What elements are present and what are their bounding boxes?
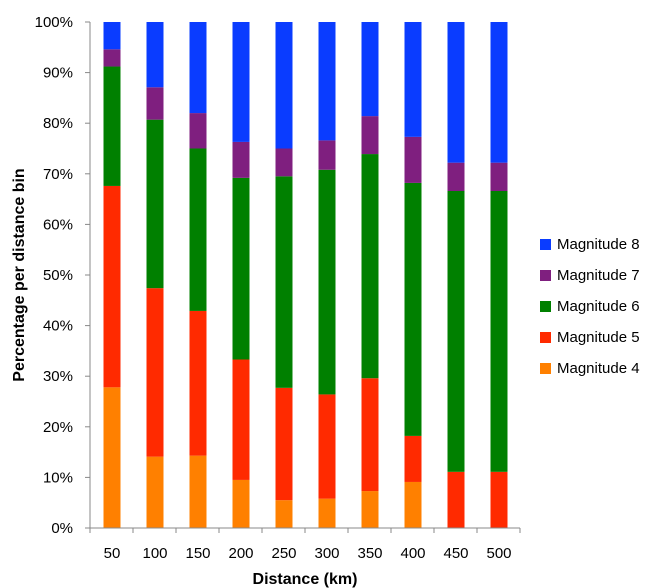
bar-segment-200-series-6 (232, 177, 250, 360)
bar-segment-500-series-7 (490, 162, 508, 192)
legend-swatch (540, 363, 551, 374)
bar-segment-150-series-6 (189, 148, 207, 311)
bar-segment-50-series-6 (103, 66, 121, 186)
x-tick-label: 300 (314, 545, 339, 562)
legend-label: Magnitude 7 (557, 267, 640, 284)
bar-segment-450-series-8 (447, 22, 465, 163)
y-tick-label: 90% (43, 65, 73, 82)
x-tick-label: 400 (400, 545, 425, 562)
bar-segment-400-series-8 (404, 22, 422, 137)
y-tick-label: 70% (43, 166, 73, 183)
bar-segment-150-series-5 (189, 310, 207, 456)
bar-segment-400-series-5 (404, 435, 422, 482)
y-tick-label: 60% (43, 216, 73, 233)
bars-layer (103, 22, 508, 528)
y-axis-title: Percentage per distance bin (11, 168, 28, 381)
y-tick-label: 10% (43, 469, 73, 486)
bar-segment-400-series-6 (404, 182, 422, 436)
bar-segment-150-series-7 (189, 113, 207, 149)
y-ticks: 0% 10% 20% 30% 40% 50% 60% 70% 80% 90% 100% (35, 14, 90, 537)
bar-segment-250-series-4 (275, 500, 293, 528)
legend-swatch (540, 332, 551, 343)
bar-segment-300-series-8 (318, 22, 336, 141)
y-tick-label: 40% (43, 318, 73, 335)
bar-segment-350-series-6 (361, 154, 379, 379)
bar-segment-500-series-6 (490, 191, 508, 472)
x-tick-label: 200 (228, 545, 253, 562)
bar-segment-50-series-5 (103, 185, 121, 388)
legend: Magnitude 8 Magnitude 7 Magnitude 6 Magnitu… (540, 236, 640, 377)
bar-segment-250-series-7 (275, 148, 293, 177)
x-tick-label: 450 (443, 545, 468, 562)
y-tick-label: 20% (43, 419, 73, 436)
y-tick-label: 100% (35, 14, 73, 31)
bar-segment-50-series-4 (103, 387, 121, 528)
legend-swatch (540, 301, 551, 312)
legend-label: Magnitude 6 (557, 298, 640, 315)
bar-segment-200-series-8 (232, 22, 250, 142)
bar-segment-50-series-8 (103, 22, 121, 50)
bar-segment-350-series-8 (361, 22, 379, 117)
bar-segment-150-series-8 (189, 22, 207, 114)
bar-segment-250-series-8 (275, 22, 293, 149)
bar-segment-100-series-4 (146, 456, 164, 528)
bar-segment-400-series-7 (404, 136, 422, 183)
x-ticks: 50 100 150 200 250 300 350 400 450 500 (89, 528, 521, 562)
bar-segment-400-series-4 (404, 481, 422, 528)
legend-label: Magnitude 4 (557, 360, 640, 377)
bar-segment-50-series-7 (103, 49, 121, 67)
y-tick-label: 30% (43, 368, 73, 385)
x-tick-label: 100 (142, 545, 167, 562)
y-tick-label: 0% (51, 520, 73, 537)
bar-segment-450-series-7 (447, 162, 465, 192)
bar-segment-350-series-5 (361, 378, 379, 492)
y-tick-label: 50% (43, 267, 73, 284)
bar-segment-300-series-7 (318, 140, 336, 170)
bar-segment-150-series-4 (189, 455, 207, 528)
bar-segment-200-series-7 (232, 141, 250, 178)
legend-swatch (540, 270, 551, 281)
bar-segment-350-series-7 (361, 116, 379, 155)
bar-segment-100-series-7 (146, 87, 164, 120)
bar-segment-200-series-5 (232, 359, 250, 480)
bar-segment-350-series-4 (361, 491, 379, 528)
bar-segment-250-series-6 (275, 176, 293, 388)
bar-segment-250-series-5 (275, 387, 293, 501)
y-tick-label: 80% (43, 115, 73, 132)
bar-segment-200-series-4 (232, 479, 250, 528)
bar-segment-300-series-4 (318, 498, 336, 528)
x-tick-label: 350 (357, 545, 382, 562)
legend-swatch (540, 239, 551, 250)
legend-label: Magnitude 5 (557, 329, 640, 346)
bar-segment-500-series-5 (490, 471, 508, 528)
bar-segment-300-series-5 (318, 394, 336, 499)
x-tick-label: 50 (104, 545, 121, 562)
bar-segment-100-series-8 (146, 22, 164, 88)
x-tick-label: 500 (486, 545, 511, 562)
legend-label: Magnitude 8 (557, 236, 640, 253)
bar-segment-450-series-6 (447, 191, 465, 472)
bar-segment-300-series-6 (318, 169, 336, 395)
bar-segment-100-series-5 (146, 288, 164, 457)
x-tick-label: 250 (271, 545, 296, 562)
bar-segment-450-series-5 (447, 471, 465, 528)
bar-segment-100-series-6 (146, 119, 164, 289)
bar-segment-500-series-8 (490, 22, 508, 163)
x-axis-title: Distance (km) (253, 571, 358, 588)
x-tick-label: 150 (185, 545, 210, 562)
